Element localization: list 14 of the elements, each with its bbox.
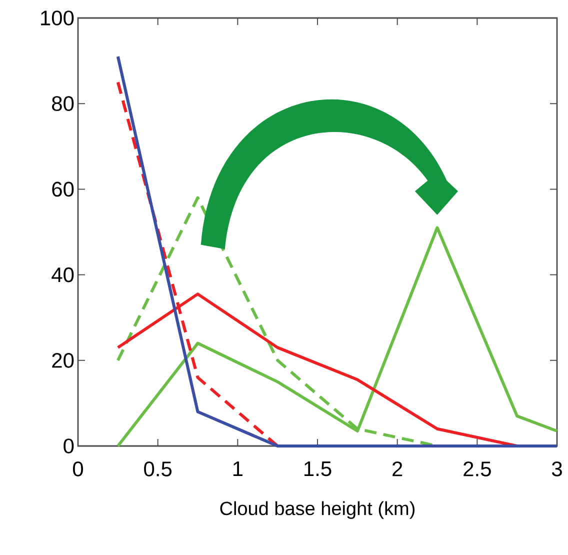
y-tick-label: 80 <box>52 96 74 112</box>
x-tick-label: 0 <box>72 462 84 476</box>
x-tick-label: 2 <box>392 462 402 476</box>
x-tick-label: 1.5 <box>304 462 332 476</box>
x-tick-label: 1 <box>233 462 242 476</box>
y-tick-label: 20 <box>52 352 74 368</box>
y-tick-label: 60 <box>52 182 74 197</box>
y-tick-label: 100 <box>41 10 74 26</box>
x-tick-label: 2.5 <box>464 462 491 476</box>
y-tick-label: 0 <box>64 438 74 454</box>
x-tick-label: 0.5 <box>144 462 172 476</box>
x-axis-title: Cloud base height (km) <box>220 501 414 519</box>
x-tick-label: 3 <box>552 462 562 476</box>
y-tick-label: 40 <box>52 267 74 282</box>
